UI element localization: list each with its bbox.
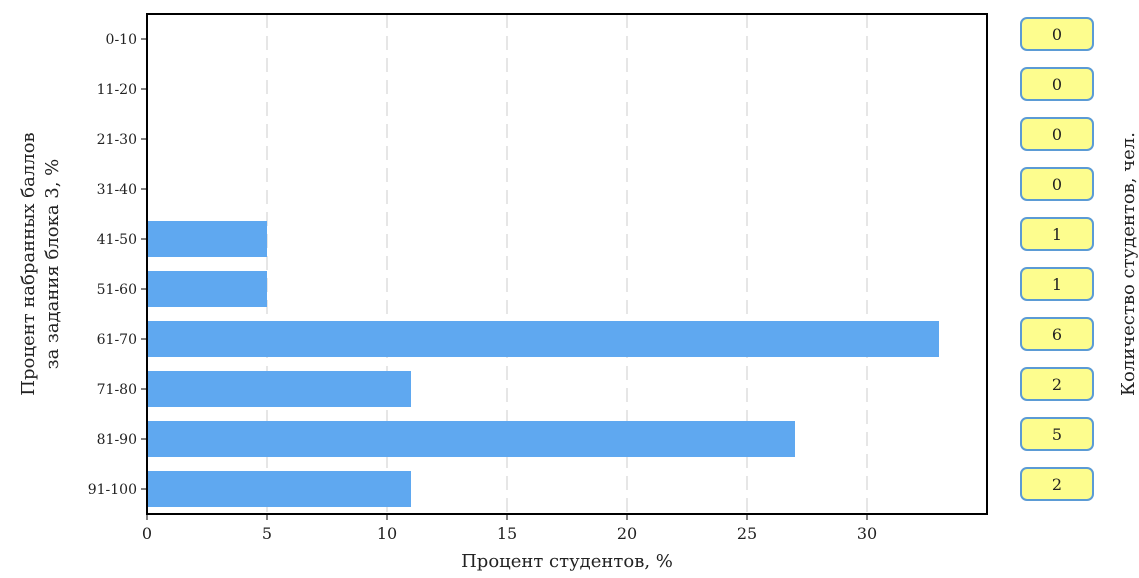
y-tick-label: 91-100 bbox=[88, 482, 137, 498]
count-box bbox=[1020, 267, 1094, 301]
y-tick-labels: 0-10 11-20 21-30 31-40 41-50 51-60 61-70 71-80 8… bbox=[88, 32, 147, 498]
count-box bbox=[1020, 467, 1094, 501]
count-label: 2 bbox=[1052, 375, 1062, 394]
count-label: 0 bbox=[1052, 125, 1062, 144]
count-axis-title: Количество студентов, чел. bbox=[1118, 132, 1139, 396]
y-axis-title-line-2: за задания блока 3, % bbox=[42, 159, 63, 370]
bar bbox=[147, 271, 267, 307]
count-label: 0 bbox=[1052, 75, 1062, 94]
count-box bbox=[1020, 417, 1094, 451]
count-box bbox=[1020, 317, 1094, 351]
count-label: 0 bbox=[1052, 175, 1062, 194]
count-box bbox=[1020, 67, 1094, 101]
bar bbox=[147, 421, 795, 457]
x-tick-label: 5 bbox=[262, 524, 272, 543]
count-box bbox=[1020, 367, 1094, 401]
y-tick-label: 51-60 bbox=[97, 282, 137, 298]
x-tick-label: 20 bbox=[617, 524, 637, 543]
x-tick-label: 0 bbox=[142, 524, 152, 543]
bar bbox=[147, 221, 267, 257]
y-tick-label: 0-10 bbox=[106, 32, 137, 48]
count-label: 1 bbox=[1052, 275, 1062, 294]
y-tick-label: 31-40 bbox=[97, 182, 137, 198]
count-box bbox=[1020, 117, 1094, 151]
y-tick-label: 11-20 bbox=[97, 82, 137, 98]
x-tick-labels: 0 5 10 15 20 25 30 bbox=[142, 514, 877, 543]
bar bbox=[147, 371, 411, 407]
x-tick-label: 10 bbox=[377, 524, 397, 543]
y-axis-title-line-1: Процент набранных баллов bbox=[18, 132, 39, 395]
count-box bbox=[1020, 167, 1094, 201]
plot-frame bbox=[146, 13, 988, 515]
bar bbox=[147, 321, 939, 357]
count-boxes: 0 0 0 0 1 1 6 2 5 2 bbox=[1020, 17, 1094, 501]
x-tick-label: 25 bbox=[737, 524, 757, 543]
y-tick-label: 71-80 bbox=[97, 382, 137, 398]
grid bbox=[266, 14, 868, 514]
x-axis-title: Процент студентов, % bbox=[461, 551, 673, 572]
y-tick-label: 81-90 bbox=[97, 432, 137, 448]
count-label: 2 bbox=[1052, 475, 1062, 494]
y-tick-label: 41-50 bbox=[97, 232, 137, 248]
bars bbox=[147, 221, 939, 507]
x-tick-label: 15 bbox=[497, 524, 517, 543]
x-tick-label: 30 bbox=[857, 524, 877, 543]
count-box bbox=[1020, 217, 1094, 251]
count-label: 6 bbox=[1052, 325, 1062, 344]
count-label: 5 bbox=[1052, 425, 1062, 444]
count-label: 0 bbox=[1052, 25, 1062, 44]
count-label: 1 bbox=[1052, 225, 1062, 244]
y-tick-label: 61-70 bbox=[97, 332, 137, 348]
count-box bbox=[1020, 17, 1094, 51]
bar bbox=[147, 471, 411, 507]
y-tick-label: 21-30 bbox=[97, 132, 137, 148]
